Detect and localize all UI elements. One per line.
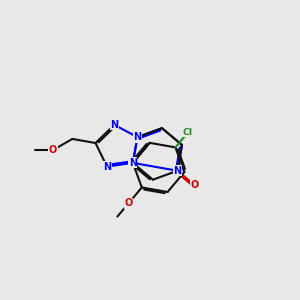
Text: N: N bbox=[173, 166, 181, 176]
Text: N: N bbox=[133, 132, 142, 142]
Text: Cl: Cl bbox=[183, 128, 193, 137]
Text: N: N bbox=[103, 161, 111, 172]
Text: O: O bbox=[190, 180, 199, 190]
Text: N: N bbox=[110, 120, 118, 130]
Text: O: O bbox=[49, 145, 57, 155]
Text: N: N bbox=[129, 158, 137, 168]
Text: O: O bbox=[124, 199, 133, 208]
